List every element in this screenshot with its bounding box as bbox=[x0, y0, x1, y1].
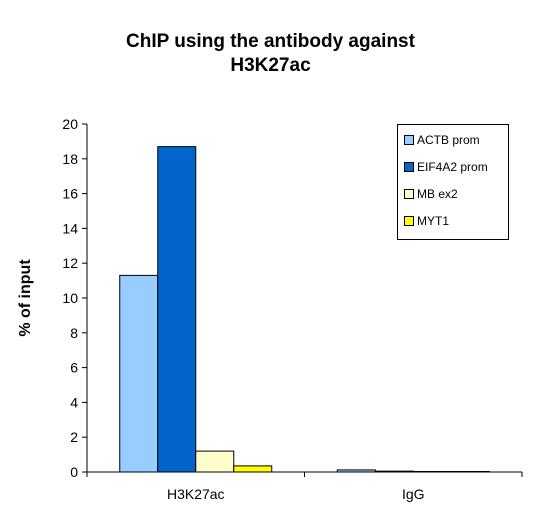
bar-eif4a2-prom-h3k27ac bbox=[157, 146, 197, 473]
y-tick-label: 2 bbox=[70, 429, 78, 445]
legend-swatch bbox=[404, 135, 414, 145]
bar-mb-ex2-igg bbox=[412, 470, 452, 473]
bar-myt1-h3k27ac bbox=[233, 465, 273, 473]
y-tick-label: 14 bbox=[62, 220, 78, 236]
legend-item: MB ex2 bbox=[404, 187, 458, 201]
y-tick-label: 10 bbox=[62, 290, 78, 306]
chart-title: ChIP using the antibody against H3K27ac bbox=[0, 30, 541, 78]
legend-swatch bbox=[404, 216, 414, 226]
y-tick-label: 0 bbox=[70, 464, 78, 480]
legend-label: EIF4A2 prom bbox=[417, 160, 488, 174]
chart-title-line-1: ChIP using the antibody against bbox=[126, 31, 415, 52]
chart-title-line-2: H3K27ac bbox=[230, 55, 311, 76]
bar-myt1-igg bbox=[450, 470, 490, 473]
legend-swatch bbox=[404, 189, 414, 199]
legend-label: MYT1 bbox=[417, 214, 450, 228]
y-tick-label: 16 bbox=[62, 186, 78, 202]
y-axis-label: % of input bbox=[17, 259, 34, 337]
legend-item: MYT1 bbox=[404, 214, 449, 228]
chart-legend: ACTB prom EIF4A2 prom MB ex2 MYT1 bbox=[397, 124, 509, 240]
plot-area: 0 2 4 6 8 10 12 14 16 18 20 H3K27ac IgG bbox=[62, 116, 523, 502]
legend-swatch bbox=[404, 162, 414, 172]
y-tick-label: 8 bbox=[70, 325, 78, 341]
legend-item: EIF4A2 prom bbox=[404, 160, 488, 174]
y-tick-label: 12 bbox=[62, 255, 78, 271]
bar-actb-prom-h3k27ac bbox=[119, 274, 159, 473]
x-tick-label: IgG bbox=[402, 486, 425, 502]
y-tick-label: 20 bbox=[62, 116, 78, 132]
bar-eif4a2-prom-igg bbox=[374, 470, 414, 473]
legend-label: ACTB prom bbox=[417, 133, 480, 147]
legend-label: MB ex2 bbox=[417, 187, 458, 201]
bar-actb-prom-igg bbox=[336, 469, 376, 473]
y-tick-label: 18 bbox=[62, 151, 78, 167]
x-tick-label: H3K27ac bbox=[167, 486, 225, 502]
y-tick-label: 6 bbox=[70, 360, 78, 376]
legend-item: ACTB prom bbox=[404, 133, 480, 147]
y-tick-label: 4 bbox=[70, 394, 78, 410]
bar-mb-ex2-h3k27ac bbox=[195, 450, 235, 473]
